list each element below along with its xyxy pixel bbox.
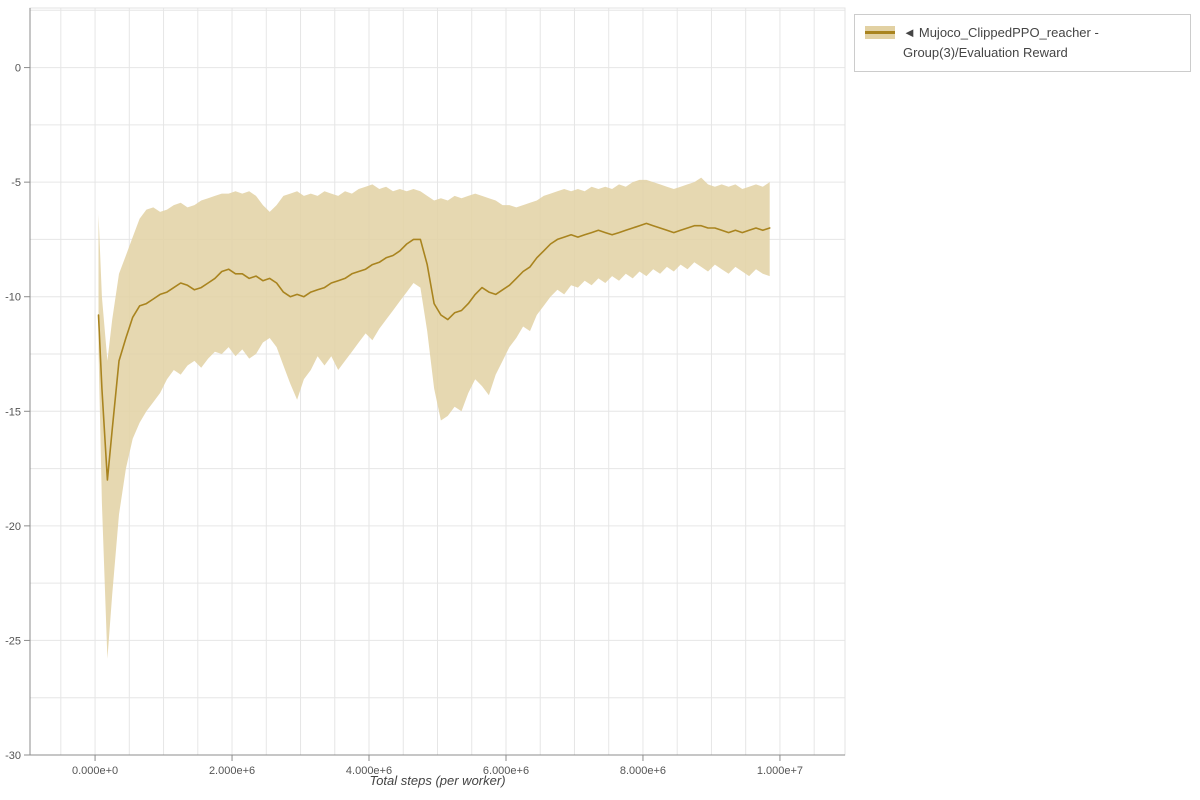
y-tick-label: -10	[5, 292, 21, 304]
legend-series-label: Mujoco_ClippedPPO_reacher - Group(3)/Eva…	[903, 25, 1099, 61]
x-tick-label: 0.000e+0	[72, 765, 118, 777]
legend-line-swatch	[865, 31, 895, 34]
x-tick-label: 6.000e+6	[483, 765, 529, 777]
y-tick-label: -5	[11, 177, 21, 189]
x-axis-ticks: 0.000e+0 2.000e+6 4.000e+6 6.000e+6 8.000e+6…	[72, 755, 803, 777]
x-tick-label: 8.000e+6	[620, 765, 666, 777]
y-tick-label: -25	[5, 635, 21, 647]
legend-text: ◄ Mujoco_ClippedPPO_reacher - Group(3)/Ev…	[903, 23, 1180, 63]
confidence-band	[98, 177, 770, 659]
y-tick-label: -30	[5, 750, 21, 762]
x-tick-label: 4.000e+6	[346, 765, 392, 777]
legend-box: ◄ Mujoco_ClippedPPO_reacher - Group(3)/Ev…	[854, 14, 1191, 73]
x-tick-label: 1.000e+7	[757, 765, 803, 777]
axes	[29, 8, 845, 756]
legend-collapse-icon[interactable]: ◄	[903, 25, 916, 40]
y-tick-label: -15	[5, 406, 21, 418]
mean-reward-line	[97, 222, 771, 481]
y-tick-label: -20	[5, 521, 21, 533]
x-tick-label: 2.000e+6	[209, 765, 255, 777]
y-tick-label: 0	[15, 63, 21, 75]
legend-band-swatch	[865, 26, 895, 39]
y-axis-ticks: 0 -5 -10 -15 -20 -25 -30	[5, 63, 30, 762]
x-axis-title: Total steps (per worker)	[369, 773, 506, 788]
legend-item-evaluation-reward[interactable]: ◄ Mujoco_ClippedPPO_reacher - Group(3)/Ev…	[865, 23, 1180, 63]
